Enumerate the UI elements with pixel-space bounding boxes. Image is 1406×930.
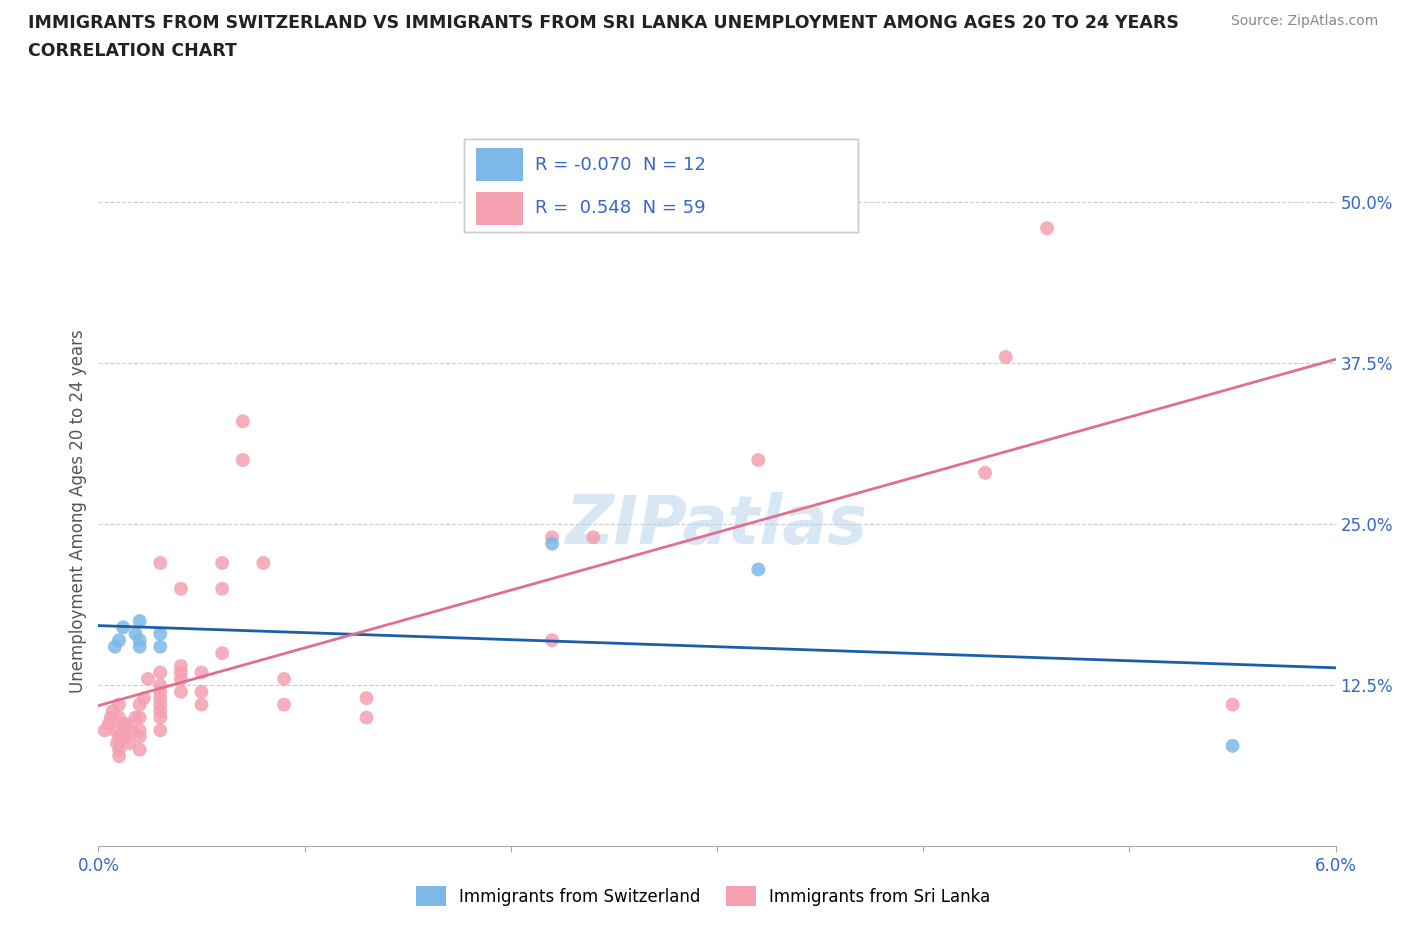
Point xyxy=(149,678,172,693)
Point xyxy=(112,716,135,731)
Point xyxy=(128,614,150,629)
Point xyxy=(93,723,115,737)
Point xyxy=(747,453,769,468)
Point xyxy=(128,698,150,712)
Point xyxy=(108,749,131,764)
Point xyxy=(356,711,378,725)
Point xyxy=(252,555,274,570)
Point xyxy=(356,691,378,706)
Point xyxy=(120,723,142,737)
Point xyxy=(104,639,127,654)
Point xyxy=(211,645,233,660)
Text: Source: ZipAtlas.com: Source: ZipAtlas.com xyxy=(1230,14,1378,28)
Point xyxy=(132,691,155,706)
Point xyxy=(112,620,135,635)
Bar xyxy=(475,192,523,225)
Point xyxy=(149,627,172,642)
Point xyxy=(273,671,295,686)
Point xyxy=(582,530,605,545)
Point xyxy=(128,742,150,757)
Point xyxy=(149,704,172,719)
Point xyxy=(211,581,233,596)
Point xyxy=(170,658,193,673)
Point xyxy=(128,723,150,737)
Point xyxy=(190,665,212,680)
Point xyxy=(232,414,254,429)
Point xyxy=(124,711,146,725)
Point xyxy=(128,639,150,654)
Text: CORRELATION CHART: CORRELATION CHART xyxy=(28,42,238,60)
Point xyxy=(149,691,172,706)
Point xyxy=(128,711,150,725)
Point xyxy=(1036,220,1059,235)
Y-axis label: Unemployment Among Ages 20 to 24 years: Unemployment Among Ages 20 to 24 years xyxy=(69,329,87,694)
Point xyxy=(541,537,564,551)
Point xyxy=(170,581,193,596)
Bar xyxy=(475,148,523,181)
Point xyxy=(541,530,564,545)
Legend: Immigrants from Switzerland, Immigrants from Sri Lanka: Immigrants from Switzerland, Immigrants … xyxy=(409,880,997,912)
Point xyxy=(747,562,769,577)
Point xyxy=(149,665,172,680)
Point xyxy=(273,698,295,712)
Text: R = -0.070  N = 12: R = -0.070 N = 12 xyxy=(534,155,706,174)
Point xyxy=(149,711,172,725)
Point xyxy=(149,684,172,699)
Point xyxy=(97,716,120,731)
Point xyxy=(149,723,172,737)
Point xyxy=(108,742,131,757)
Point xyxy=(994,350,1017,365)
Point xyxy=(149,698,172,712)
Point xyxy=(190,698,212,712)
Text: R =  0.548  N = 59: R = 0.548 N = 59 xyxy=(534,199,706,218)
Point xyxy=(101,704,124,719)
Point xyxy=(170,665,193,680)
Point xyxy=(100,711,122,725)
Point xyxy=(128,632,150,647)
Point xyxy=(149,555,172,570)
Point xyxy=(541,632,564,647)
Point xyxy=(1222,738,1244,753)
Point xyxy=(190,684,212,699)
Point xyxy=(128,729,150,744)
Point xyxy=(105,736,128,751)
Point xyxy=(108,711,131,725)
Point xyxy=(136,671,159,686)
Point xyxy=(108,632,131,647)
Text: IMMIGRANTS FROM SWITZERLAND VS IMMIGRANTS FROM SRI LANKA UNEMPLOYMENT AMONG AGES: IMMIGRANTS FROM SWITZERLAND VS IMMIGRANT… xyxy=(28,14,1180,32)
Point xyxy=(232,453,254,468)
Point xyxy=(117,716,139,731)
Point xyxy=(974,465,997,480)
Point xyxy=(170,684,193,699)
Point xyxy=(114,729,136,744)
Point xyxy=(211,555,233,570)
Point xyxy=(118,736,141,751)
Text: ZIPatlas: ZIPatlas xyxy=(567,492,868,558)
Point xyxy=(104,723,127,737)
Point xyxy=(108,698,131,712)
Point xyxy=(149,639,172,654)
Point xyxy=(1222,698,1244,712)
Point xyxy=(108,729,131,744)
Point xyxy=(170,671,193,686)
Point xyxy=(124,627,146,642)
